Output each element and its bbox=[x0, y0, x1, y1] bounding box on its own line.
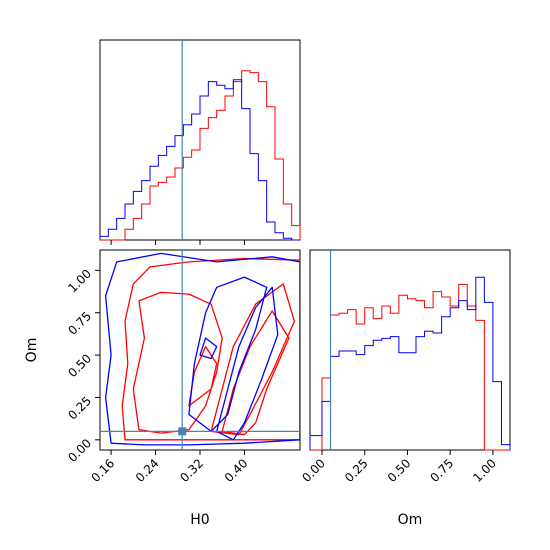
contour-red bbox=[210, 283, 296, 436]
h0-hist-red bbox=[100, 70, 301, 241]
joint-ytick-label: 0.50 bbox=[65, 351, 94, 380]
om-marginal-frame bbox=[309, 249, 511, 451]
joint-xtick-label: 0.32 bbox=[177, 456, 206, 485]
h0-hist-blue bbox=[99, 79, 300, 241]
om-xtick-label: 0.50 bbox=[385, 456, 414, 485]
om-xtick-label: 1.00 bbox=[470, 456, 499, 485]
om-xtick-label: 0.00 bbox=[299, 456, 328, 485]
contour-red bbox=[121, 257, 300, 441]
om-xtick-label: 0.25 bbox=[342, 456, 371, 485]
om-marginal-panel: 0.00 0.25 0.50 0.75 1.00 Om bbox=[299, 249, 511, 528]
joint-contours bbox=[100, 250, 300, 450]
joint-ytick-label: 0.75 bbox=[65, 309, 94, 338]
joint-frame bbox=[99, 249, 301, 451]
y-axis-label-om: Om bbox=[24, 338, 40, 363]
joint-ytick-label: 0.00 bbox=[65, 436, 94, 465]
h0-marginal-marks bbox=[99, 40, 301, 245]
contour-blue bbox=[104, 252, 300, 446]
joint-xtick-label: 0.40 bbox=[222, 456, 251, 485]
joint-ytick-label: 1.00 bbox=[65, 267, 94, 296]
om-xtick-label: 0.75 bbox=[427, 456, 456, 485]
joint-xtick-label: 0.24 bbox=[133, 456, 162, 485]
x-axis-label-h0: H0 bbox=[190, 512, 209, 528]
h0-marginal-panel bbox=[99, 39, 301, 245]
joint-truth-marker bbox=[178, 427, 187, 436]
contour-blue bbox=[199, 337, 218, 360]
joint-ytick-label: 0.25 bbox=[65, 394, 94, 423]
om-hist-red bbox=[310, 283, 510, 451]
joint-xtick-label: 0.16 bbox=[88, 456, 117, 485]
x-axis-label-om: Om bbox=[398, 512, 423, 528]
om-hist-blue bbox=[309, 276, 511, 450]
contour-red bbox=[132, 291, 223, 434]
contour-blue bbox=[188, 276, 268, 433]
joint-panel: 0.16 0.24 0.32 0.400.000.250.500.751.00 H0 … bbox=[24, 249, 301, 528]
